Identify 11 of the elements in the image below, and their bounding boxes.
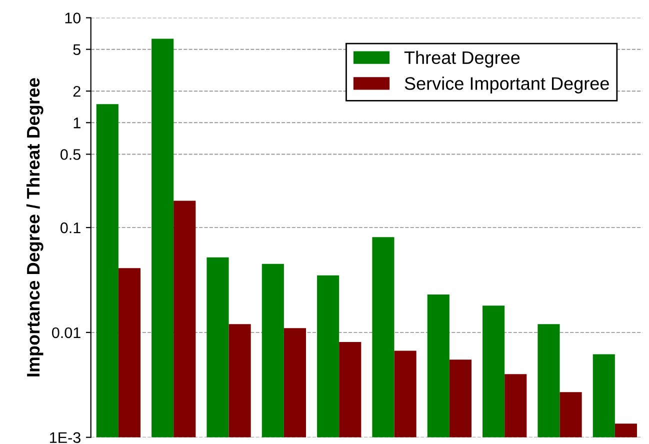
y-tick-label: 10 [65,12,81,24]
y-tick-label: 0.01 [52,327,80,338]
y-tick-label: 5 [73,44,80,56]
legend-label: Threat Degree [404,50,520,68]
y-tick-label: 1E-3 [50,432,80,444]
legend-label: Service Important Degree [404,76,609,94]
y-tick-label: 0.1 [60,222,80,234]
y-tick-label: 0.5 [60,149,80,160]
y-axis-title: Importance Degree / Threat Degree [26,78,44,376]
y-tick-label: 2 [73,86,80,97]
y-tick-label: 1 [74,118,80,128]
